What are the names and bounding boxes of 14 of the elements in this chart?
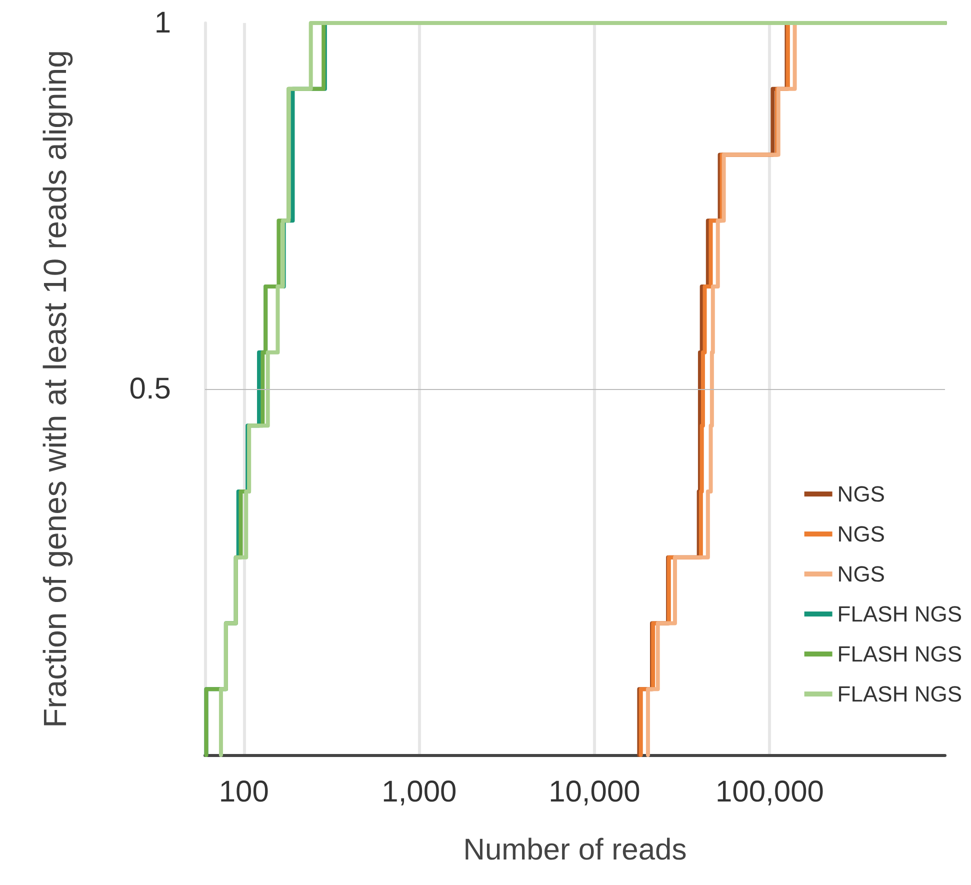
legend-label: NGS [837,482,885,506]
y-axis-title: Fraction of genes with at least 10 reads aligning [37,50,73,728]
legend-label: FLASH NGS [837,682,962,706]
y-tick-label: 1 [154,6,171,40]
legend-label: NGS [837,562,885,586]
legend-label: FLASH NGS [837,642,962,666]
legend-label: NGS [837,522,885,546]
legend-label: FLASH NGS [837,602,962,626]
x-tick-label: 100 [218,776,269,808]
x-tick-label: 100,000 [715,776,824,808]
x-tick-label: 10,000 [548,776,640,808]
y-tick-label: 0.5 [129,372,171,406]
x-tick-label: 1,000 [382,776,457,808]
x-axis-title: Number of reads [463,834,687,866]
